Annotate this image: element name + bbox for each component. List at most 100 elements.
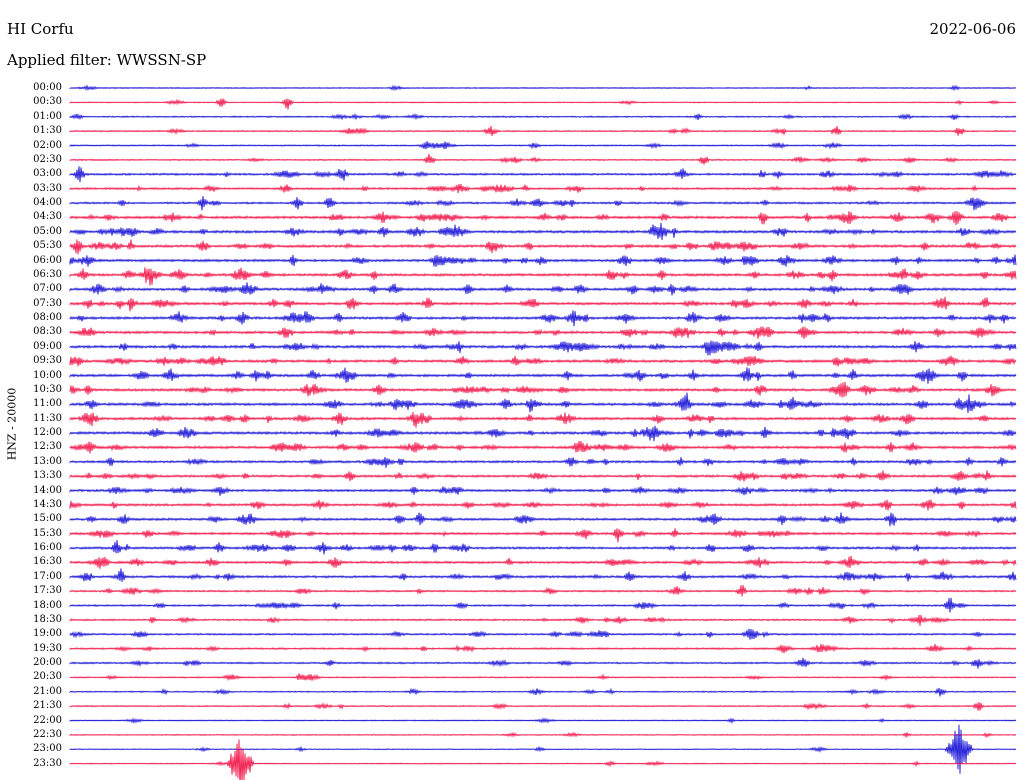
time-label: 21:00 [33, 685, 62, 697]
trace-line-0000 [69, 84, 1017, 92]
time-label: 00:30 [33, 96, 62, 108]
time-label: 01:00 [33, 110, 62, 122]
trace-line-0430 [69, 210, 1017, 226]
trace-line-0630 [69, 267, 1017, 286]
time-label: 10:30 [33, 383, 62, 395]
trace-line-2000 [69, 657, 1017, 669]
trace-line-0600 [69, 254, 1017, 267]
trace-line-0500 [69, 222, 1017, 241]
time-label: 05:00 [33, 225, 62, 237]
trace-line-1000 [69, 367, 1017, 384]
time-label: 09:30 [33, 355, 62, 367]
time-label: 20:30 [33, 671, 62, 683]
trace-line-2330 [69, 739, 1017, 780]
trace-line-1730 [69, 584, 1017, 597]
trace-line-1300 [69, 457, 1017, 468]
time-label: 17:30 [33, 585, 62, 597]
time-label: 16:00 [33, 542, 62, 553]
trace-line-1200 [69, 425, 1017, 442]
time-label: 11:30 [33, 412, 62, 424]
trace-line-0400 [69, 196, 1017, 211]
trace-line-1600 [69, 540, 1017, 555]
time-label: 04:00 [33, 197, 62, 208]
trace-line-1230 [69, 440, 1017, 454]
time-label: 08:00 [33, 312, 62, 323]
trace-line-0130 [69, 126, 1017, 137]
time-label: 07:30 [33, 297, 62, 309]
trace-line-1030 [69, 381, 1017, 398]
trace-line-0330 [69, 183, 1017, 193]
time-label: 23:30 [33, 757, 62, 769]
trace-line-1830 [69, 614, 1017, 626]
trace-line-2200 [69, 717, 1017, 725]
time-label: 05:30 [33, 240, 62, 252]
trace-line-1330 [69, 470, 1017, 482]
time-label: 06:30 [33, 268, 62, 280]
trace-line-0930 [69, 355, 1017, 367]
time-label: 00:00 [33, 82, 62, 93]
trace-line-0800 [69, 310, 1017, 327]
trace-line-0730 [69, 296, 1017, 312]
time-label: 12:30 [33, 441, 62, 453]
trace-line-0030 [69, 98, 1017, 110]
filter-label: Applied filter: WWSSN-SP [7, 51, 207, 69]
trace-line-2100 [69, 687, 1017, 697]
time-label: 01:30 [33, 125, 62, 137]
time-label: 12:00 [33, 427, 62, 438]
trace-line-0830 [69, 326, 1017, 339]
trace-line-0530 [69, 239, 1017, 255]
trace-line-1500 [69, 512, 1017, 527]
trace-line-2130 [69, 702, 1017, 711]
trace-line-2230 [69, 731, 1017, 739]
time-label: 21:30 [33, 700, 62, 712]
time-label: 19:00 [33, 628, 62, 640]
time-label: 02:30 [33, 153, 62, 165]
trace-line-1900 [69, 628, 1017, 640]
time-label: 03:00 [33, 168, 62, 180]
trace-line-1430 [69, 499, 1017, 511]
trace-line-1800 [69, 597, 1017, 613]
time-label: 18:00 [33, 599, 62, 611]
time-label: 03:30 [33, 182, 62, 194]
time-label: 22:00 [33, 714, 62, 726]
trace-line-2300 [69, 724, 1017, 774]
time-label: 19:30 [33, 642, 62, 654]
time-label: 15:00 [33, 513, 62, 525]
time-label: 17:00 [33, 570, 62, 582]
trace-line-0900 [69, 340, 1017, 356]
trace-line-0700 [69, 282, 1017, 296]
time-label: 14:00 [33, 484, 62, 496]
time-label: 06:00 [33, 254, 62, 266]
time-label: 10:00 [33, 369, 62, 381]
trace-line-1100 [69, 392, 1017, 414]
time-label: 20:00 [33, 657, 62, 668]
time-label: 14:30 [33, 498, 62, 510]
time-label: 23:00 [33, 743, 62, 755]
time-label: 13:30 [33, 470, 62, 482]
time-label: 22:30 [33, 728, 62, 740]
time-label: 07:00 [33, 283, 62, 295]
trace-line-0100 [69, 112, 1017, 121]
trace-line-1130 [69, 412, 1017, 428]
trace-line-1630 [69, 555, 1017, 569]
time-label: 08:30 [33, 326, 62, 338]
record-date: 2022-06-06 [929, 20, 1016, 38]
trace-line-1400 [69, 486, 1017, 496]
time-label: 09:00 [33, 340, 62, 352]
trace-line-1700 [69, 568, 1017, 582]
station-title: HI Corfu [7, 20, 74, 38]
trace-line-0200 [69, 141, 1017, 150]
trace-line-0300 [69, 166, 1017, 183]
time-label: 13:00 [33, 455, 62, 467]
trace-line-0230 [69, 153, 1017, 165]
time-label: 04:30 [33, 211, 62, 223]
trace-line-1930 [69, 643, 1017, 654]
time-label: 18:30 [33, 613, 62, 625]
time-label: 02:00 [33, 139, 62, 151]
time-label: 11:00 [33, 398, 62, 410]
time-label: 16:30 [33, 556, 62, 568]
trace-line-2030 [69, 673, 1017, 682]
time-label: 15:30 [33, 527, 62, 539]
trace-line-1530 [69, 528, 1017, 543]
